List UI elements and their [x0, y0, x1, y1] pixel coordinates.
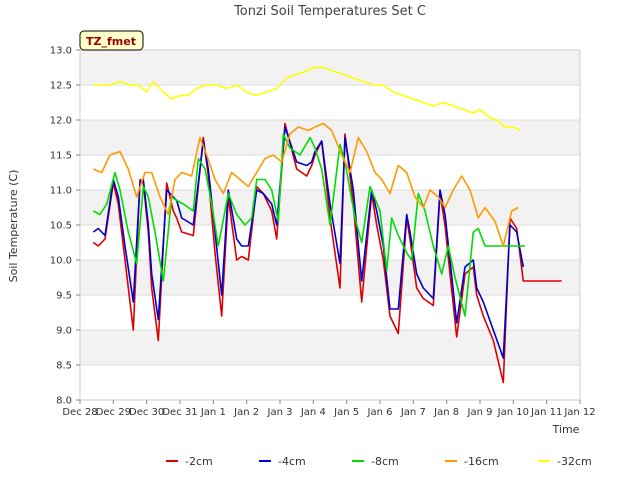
series-line-16cmcm [92, 122, 519, 247]
series-line-8cmcm [92, 133, 525, 317]
y-axis: 8.0 8.5 9.0 9.5 10.0 10.5 11.0 11.5 12.0 12.5 13.0 [50, 46, 80, 407]
y-tick-label: 10.0 [50, 256, 72, 267]
legend-item: -4cm [259, 455, 306, 468]
x-tick-label: Jan 4 [300, 407, 326, 418]
y-tick-label: 9.0 [56, 326, 72, 337]
chart-title: Tonzi Soil Temperatures Set C [233, 4, 426, 19]
badge-box [79, 30, 144, 51]
plot-band [80, 365, 580, 400]
series-line-32cmcm [93, 66, 521, 132]
legend-item: -8cm [352, 455, 399, 468]
dataset-badge: TZ_fmet [79, 30, 144, 51]
plot-band [80, 85, 580, 120]
x-tick-label: Jan 5 [333, 407, 359, 418]
x-tick-label: Jan 9 [467, 407, 493, 418]
x-tick-label: Dec 31 [162, 407, 197, 418]
x-tick-label: Jan 11 [530, 407, 562, 418]
legend-label: -8cm [371, 455, 399, 468]
series-line-4cmcm [92, 126, 525, 359]
x-tick-label: Jan 12 [563, 407, 595, 418]
x-tick-label: Jan 7 [400, 407, 426, 418]
y-tick-label: 11.0 [50, 186, 72, 197]
y-tick-label: 11.5 [50, 151, 72, 162]
x-axis-label: Time [552, 423, 580, 436]
plot-band [80, 260, 580, 295]
x-tick-label: Jan 3 [267, 407, 293, 418]
x-tick-label: Jan 2 [233, 407, 259, 418]
legend-item: -32cm [538, 455, 592, 468]
x-tick-label: Dec 30 [129, 407, 164, 418]
badge-label: TZ_fmet [86, 35, 136, 48]
legend-item: -2cm [166, 455, 213, 468]
legend: -2cm -4cm -8cm -16cm -32cm [166, 455, 592, 468]
y-tick-label: 10.5 [50, 221, 72, 232]
legend-label: -4cm [278, 455, 306, 468]
series-lines [92, 66, 562, 384]
y-tick-label: 9.5 [56, 291, 72, 302]
y-tick-label: 8.5 [56, 361, 72, 372]
x-tick-label: Dec 28 [62, 407, 97, 418]
legend-label: -32cm [557, 455, 592, 468]
y-tick-label: 13.0 [50, 46, 72, 57]
legend-label: -2cm [185, 455, 213, 468]
legend-label: -16cm [464, 455, 499, 468]
plot-band [80, 295, 580, 330]
x-tick-label: Dec 29 [96, 407, 131, 418]
plot-band [80, 120, 580, 155]
x-tick-label: Jan 8 [433, 407, 459, 418]
x-tick-label: Jan 10 [497, 407, 529, 418]
plot-band [80, 155, 580, 190]
y-tick-label: 12.0 [50, 116, 72, 127]
y-tick-label: 8.0 [56, 396, 72, 407]
plot-band [80, 50, 580, 85]
y-tick-label: 12.5 [50, 81, 72, 92]
plot-band [80, 330, 580, 365]
x-tick-label: Jan 6 [367, 407, 393, 418]
x-tick-label: Jan 1 [200, 407, 226, 418]
y-axis-label: Soil Temperature (C) [7, 170, 20, 283]
legend-item: -16cm [445, 455, 499, 468]
